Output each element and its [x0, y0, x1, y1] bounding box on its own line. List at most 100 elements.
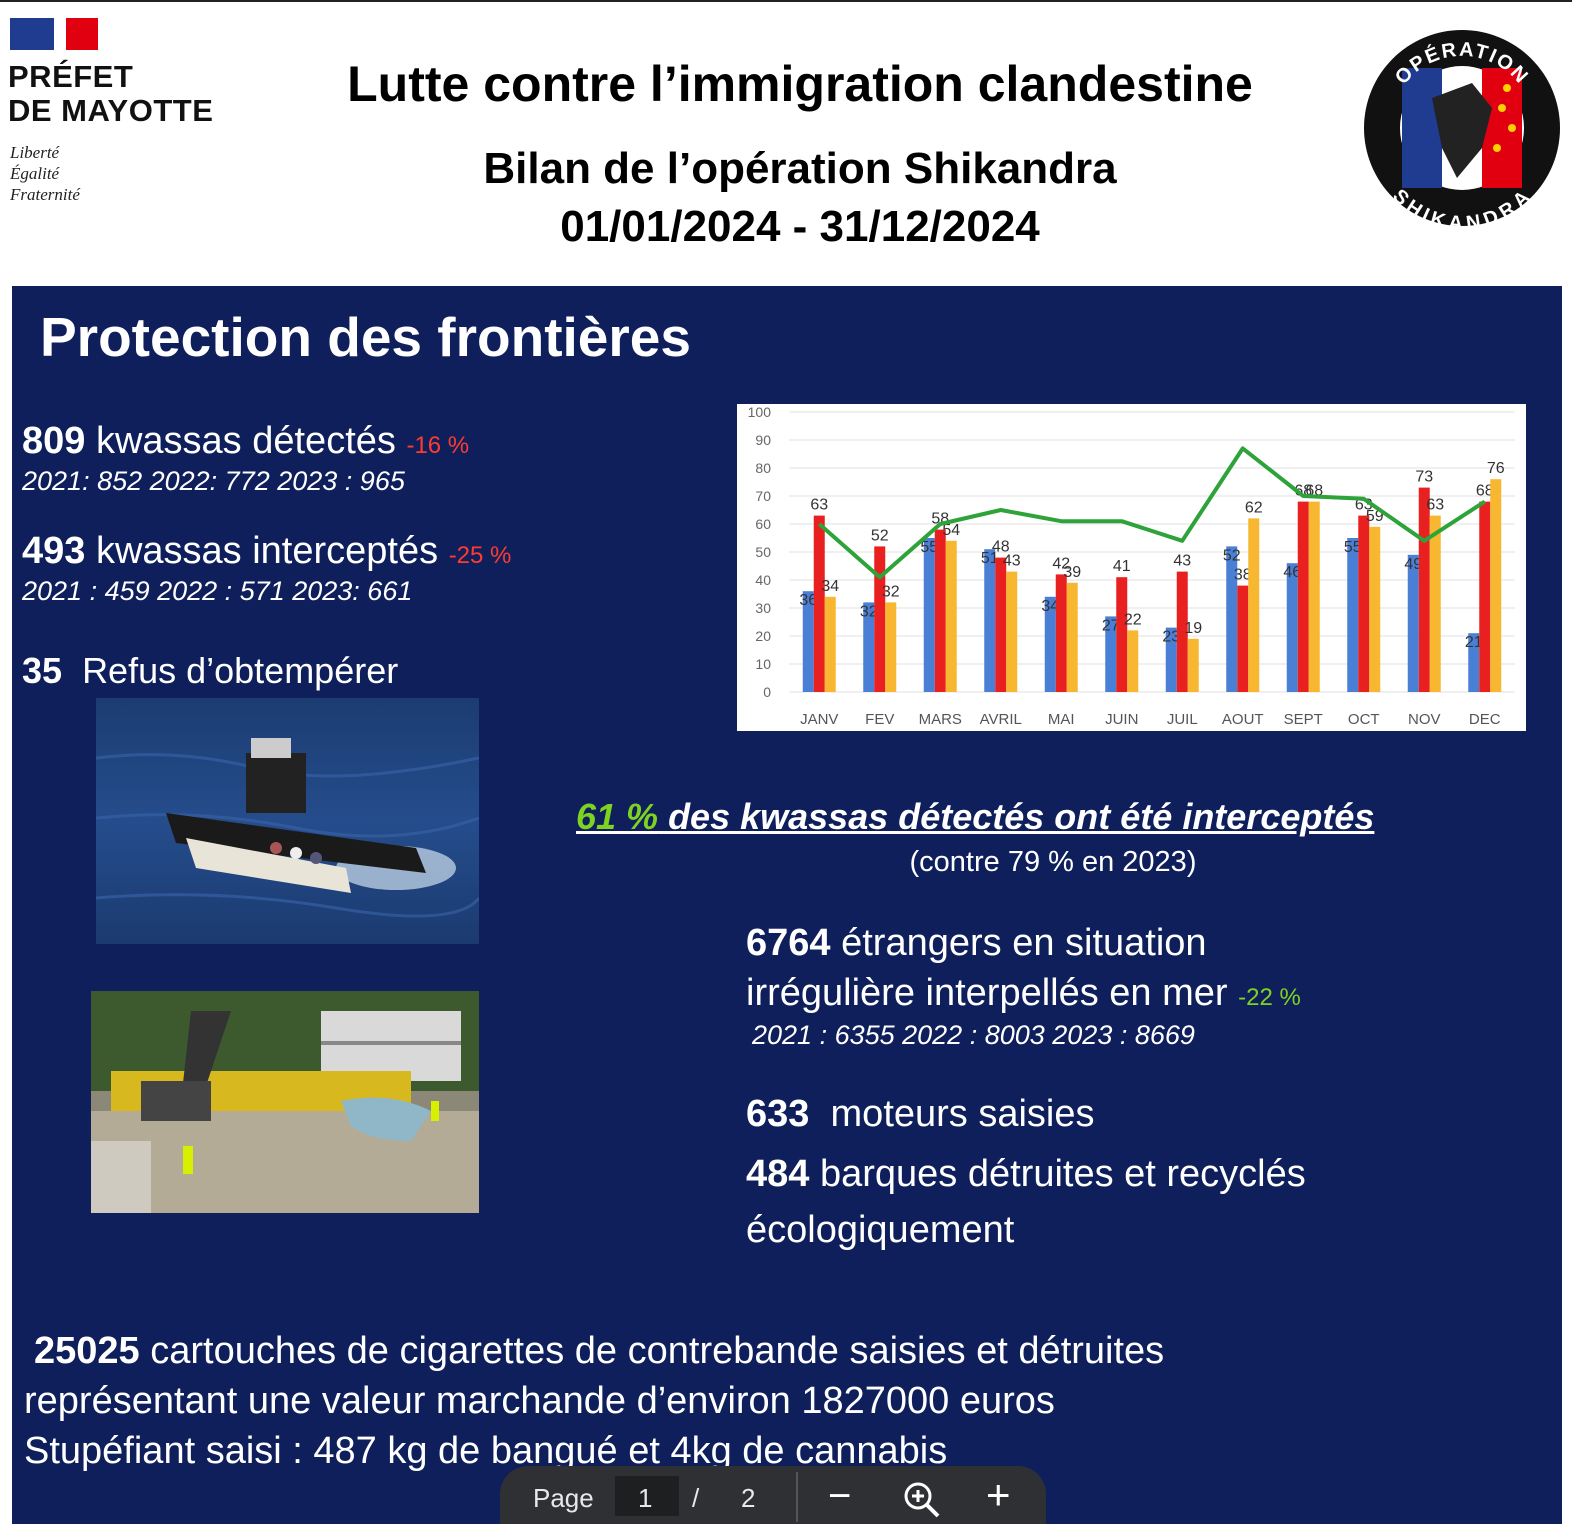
x-tick-label: DEC — [1469, 711, 1501, 728]
data-label: 49 — [1404, 556, 1422, 573]
data-label: 34 — [821, 578, 839, 595]
bar — [1127, 630, 1139, 692]
bar — [1116, 577, 1128, 692]
data-label: 36 — [799, 592, 817, 609]
stat-refus: 35 Refus d’obtempérer — [22, 650, 398, 692]
stat-barques: 484 barques détruites et recyclés — [746, 1153, 1306, 1196]
bar — [1248, 518, 1260, 692]
bar — [984, 549, 996, 692]
data-label: 42 — [1052, 555, 1070, 572]
y-tick-label: 80 — [755, 460, 771, 476]
bar — [1347, 538, 1359, 692]
stat-value: 493 — [22, 530, 86, 572]
bar — [1468, 633, 1480, 692]
data-label: 32 — [882, 583, 900, 600]
history-detected: 2021: 852 2022: 772 2023 : 965 — [22, 466, 405, 496]
bar — [1006, 571, 1018, 692]
stat-label: kwassas interceptés — [85, 530, 439, 572]
data-label: 38 — [1234, 567, 1252, 584]
history-etrangers: 2021 : 6355 2022 : 8003 2023 : 8669 — [752, 1020, 1195, 1050]
zoom-in-button[interactable]: + — [986, 1471, 1011, 1518]
data-label: 48 — [992, 539, 1010, 556]
bar — [1165, 627, 1177, 692]
y-tick-label: 0 — [763, 684, 771, 700]
bar — [1308, 501, 1320, 692]
page-subtitle: Bilan de l’opération Shikandra 01/01/202… — [483, 144, 1117, 251]
bar — [1479, 501, 1491, 692]
data-label: 21 — [1465, 634, 1483, 651]
stat-label: kwassas détectés — [85, 420, 396, 462]
data-label: 54 — [942, 522, 960, 539]
x-tick-label: AOUT — [1222, 711, 1264, 728]
bar — [1407, 554, 1419, 692]
series-line — [817, 446, 1486, 580]
bar — [1358, 515, 1370, 692]
history-intercepted: 2021 : 459 2022 : 571 2023: 661 — [22, 576, 413, 606]
bar — [1429, 515, 1441, 692]
bar — [1176, 571, 1188, 692]
data-label: 41 — [1113, 558, 1131, 575]
bar — [863, 602, 875, 692]
top-border — [0, 0, 1572, 2]
data-label: 55 — [1344, 539, 1362, 556]
data-label: 62 — [1245, 499, 1263, 516]
rate-value: 61 % — [576, 796, 659, 837]
x-tick-label: JUIL — [1167, 711, 1198, 728]
x-tick-label: SEPT — [1284, 711, 1323, 728]
data-label: 59 — [1366, 508, 1384, 525]
data-label: 43 — [1173, 553, 1191, 570]
rate-text: des kwassas détectés ont été interceptés — [658, 796, 1375, 837]
data-label: 52 — [871, 527, 889, 544]
stat-label: barques détruites et recyclés — [809, 1153, 1306, 1195]
stat-label: étrangers en situation — [830, 922, 1207, 964]
stat-label: cartouches de cigarettes de contrebande … — [139, 1330, 1165, 1372]
data-label: 27 — [1102, 617, 1120, 634]
data-label: 73 — [1415, 469, 1433, 486]
zoom-out-button[interactable]: − — [828, 1474, 852, 1518]
stat-intercepted: 493 kwassas interceptés -25 % — [22, 530, 511, 573]
stat-cigarettes: 25025 cartouches de cigarettes de contre… — [34, 1330, 1164, 1373]
bar — [1297, 501, 1309, 692]
stat-etrangers-line2: irrégulière interpellés en mer -22 % — [746, 972, 1301, 1014]
change-badge: -16 % — [406, 432, 470, 459]
data-label: 19 — [1184, 620, 1202, 637]
change-badge: -25 % — [448, 542, 512, 569]
y-tick-label: 10 — [755, 656, 771, 672]
interception-rate: 61 % des kwassas détectés ont été interc… — [576, 796, 1374, 838]
monthly-bar-chart: 0 10 20 30 40 50 60 70 80 90 100 JANV 36 63 34 FEV 32 52 3… — [737, 404, 1526, 731]
stat-value: 633 — [746, 1093, 810, 1135]
bar — [1418, 487, 1430, 692]
x-tick-label: MAI — [1048, 711, 1075, 728]
data-label: 63 — [810, 497, 828, 514]
data-label: 22 — [1124, 611, 1142, 628]
data-label: 23 — [1162, 629, 1180, 646]
y-tick-label: 20 — [755, 628, 771, 644]
bar — [1369, 526, 1381, 692]
x-tick-label: OCT — [1348, 711, 1380, 728]
rate-compare: (contre 79 % en 2023) — [909, 846, 1197, 878]
data-label: 39 — [1063, 564, 1081, 581]
bar — [923, 538, 935, 692]
stat-value: 25025 — [34, 1330, 140, 1372]
data-label: 52 — [1223, 547, 1241, 564]
bar — [945, 540, 957, 692]
data-label: 34 — [1041, 598, 1059, 615]
toolbar-divider — [796, 1472, 798, 1522]
bar — [824, 596, 836, 692]
marianne-logo-icon — [10, 18, 98, 50]
bar — [1066, 582, 1078, 692]
x-tick-label: AVRIL — [980, 711, 1022, 728]
page-number-input[interactable] — [615, 1476, 679, 1516]
current-page[interactable]: 1 — [638, 1483, 653, 1513]
change-badge: -22 % — [1238, 984, 1301, 1011]
section-title: Protection des frontières — [40, 306, 691, 368]
bar — [885, 602, 897, 692]
bar — [1490, 479, 1502, 692]
x-tick-label: MARS — [919, 711, 962, 728]
bar — [1105, 616, 1117, 692]
y-tick-label: 50 — [755, 544, 771, 560]
zoom-reset-icon[interactable] — [902, 1480, 942, 1520]
data-label: 76 — [1487, 460, 1505, 477]
bar — [995, 557, 1007, 692]
stat-value: 484 — [746, 1153, 810, 1195]
